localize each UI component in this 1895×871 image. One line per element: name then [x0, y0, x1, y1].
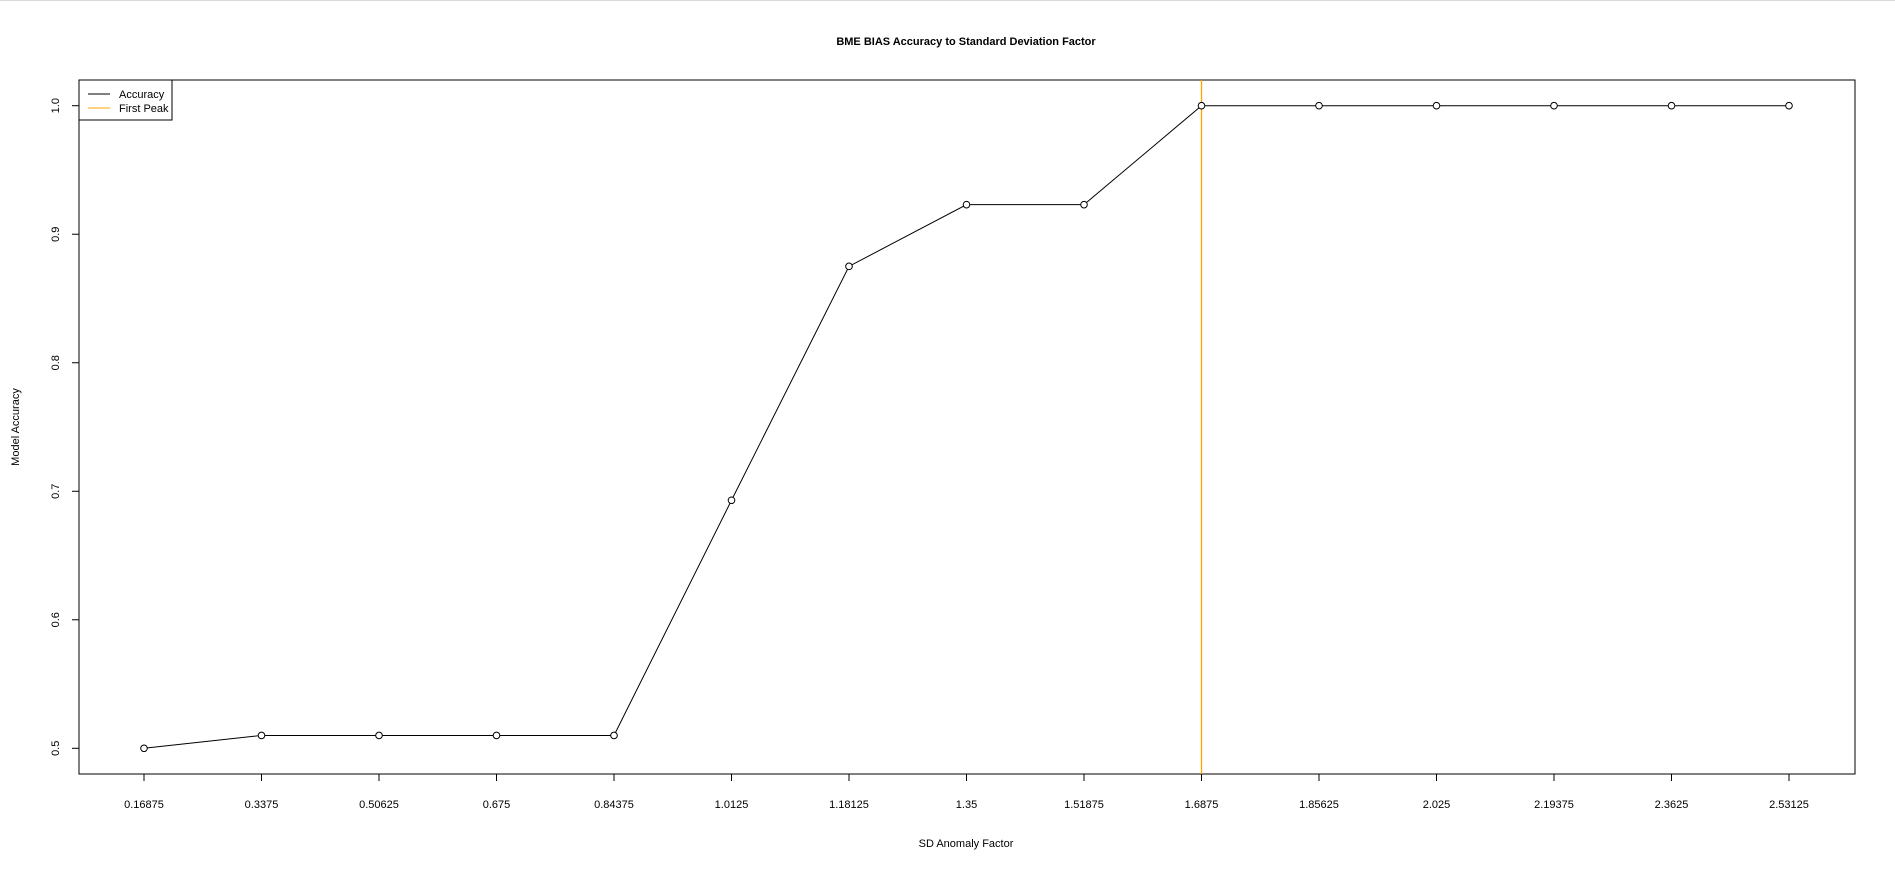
data-point: [962, 200, 971, 209]
x-tick-label: 2.19375: [1534, 799, 1574, 811]
y-tick-label: 0.7: [50, 484, 62, 499]
data-point: [1315, 101, 1323, 110]
data-point: [375, 731, 383, 740]
x-tick-label: 1.51875: [1064, 799, 1104, 811]
data-point: [1197, 101, 1206, 110]
legend-label-first-peak: First Peak: [119, 103, 169, 115]
x-tick-label: 2.3625: [1655, 799, 1689, 811]
y-axis-title: Model Accuracy: [10, 388, 22, 466]
x-tick-label: 1.0125: [715, 799, 749, 811]
y-tick-label: 0.6: [50, 612, 62, 627]
plot-frame: [78, 79, 1856, 775]
y-tick-label: 0.5: [50, 741, 62, 756]
x-tick-label: 0.50625: [359, 799, 399, 811]
data-point: [1785, 101, 1793, 110]
data-point: [845, 262, 853, 271]
x-tick-label: 0.3375: [245, 799, 279, 811]
chart-title: BME BIAS Accuracy to Standard Deviation …: [836, 36, 1096, 48]
legend-box: [78, 79, 173, 121]
y-tick-label: 0.9: [50, 227, 62, 242]
x-tick-label: 1.6875: [1185, 799, 1219, 811]
x-tick-label: 2.025: [1423, 799, 1451, 811]
data-point: [492, 731, 501, 740]
x-axis-title: SD Anomaly Factor: [919, 838, 1014, 850]
data-point: [257, 731, 266, 740]
top-divider: [0, 0, 1895, 1]
x-tick-label: 1.85625: [1299, 799, 1339, 811]
x-tick-label: 2.53125: [1769, 799, 1809, 811]
x-tick-label: 0.675: [483, 799, 511, 811]
data-point: [1432, 101, 1441, 110]
y-axis: 0.5 0.6 0.7 0.8 0.9 1.0: [50, 98, 80, 756]
x-tick-label: 0.84375: [594, 799, 634, 811]
x-tick-label: 1.35: [956, 799, 977, 811]
legend-label-accuracy: Accuracy: [119, 89, 165, 101]
legend: Accuracy First Peak: [78, 79, 173, 121]
data-point: [610, 731, 618, 740]
data-point: [1667, 101, 1676, 110]
data-point: [140, 744, 148, 753]
x-tick-label: 1.18125: [829, 799, 869, 811]
data-point: [727, 496, 736, 505]
accuracy-series: [140, 101, 1793, 753]
x-tick-label: 0.16875: [124, 799, 164, 811]
data-point: [1550, 101, 1558, 110]
data-point: [1080, 200, 1088, 209]
y-tick-label: 1.0: [50, 98, 62, 113]
x-axis: 0.16875 0.3375 0.50625 0.675 0.84375 1.0125 1.…: [124, 773, 1809, 811]
y-tick-label: 0.8: [50, 355, 62, 370]
